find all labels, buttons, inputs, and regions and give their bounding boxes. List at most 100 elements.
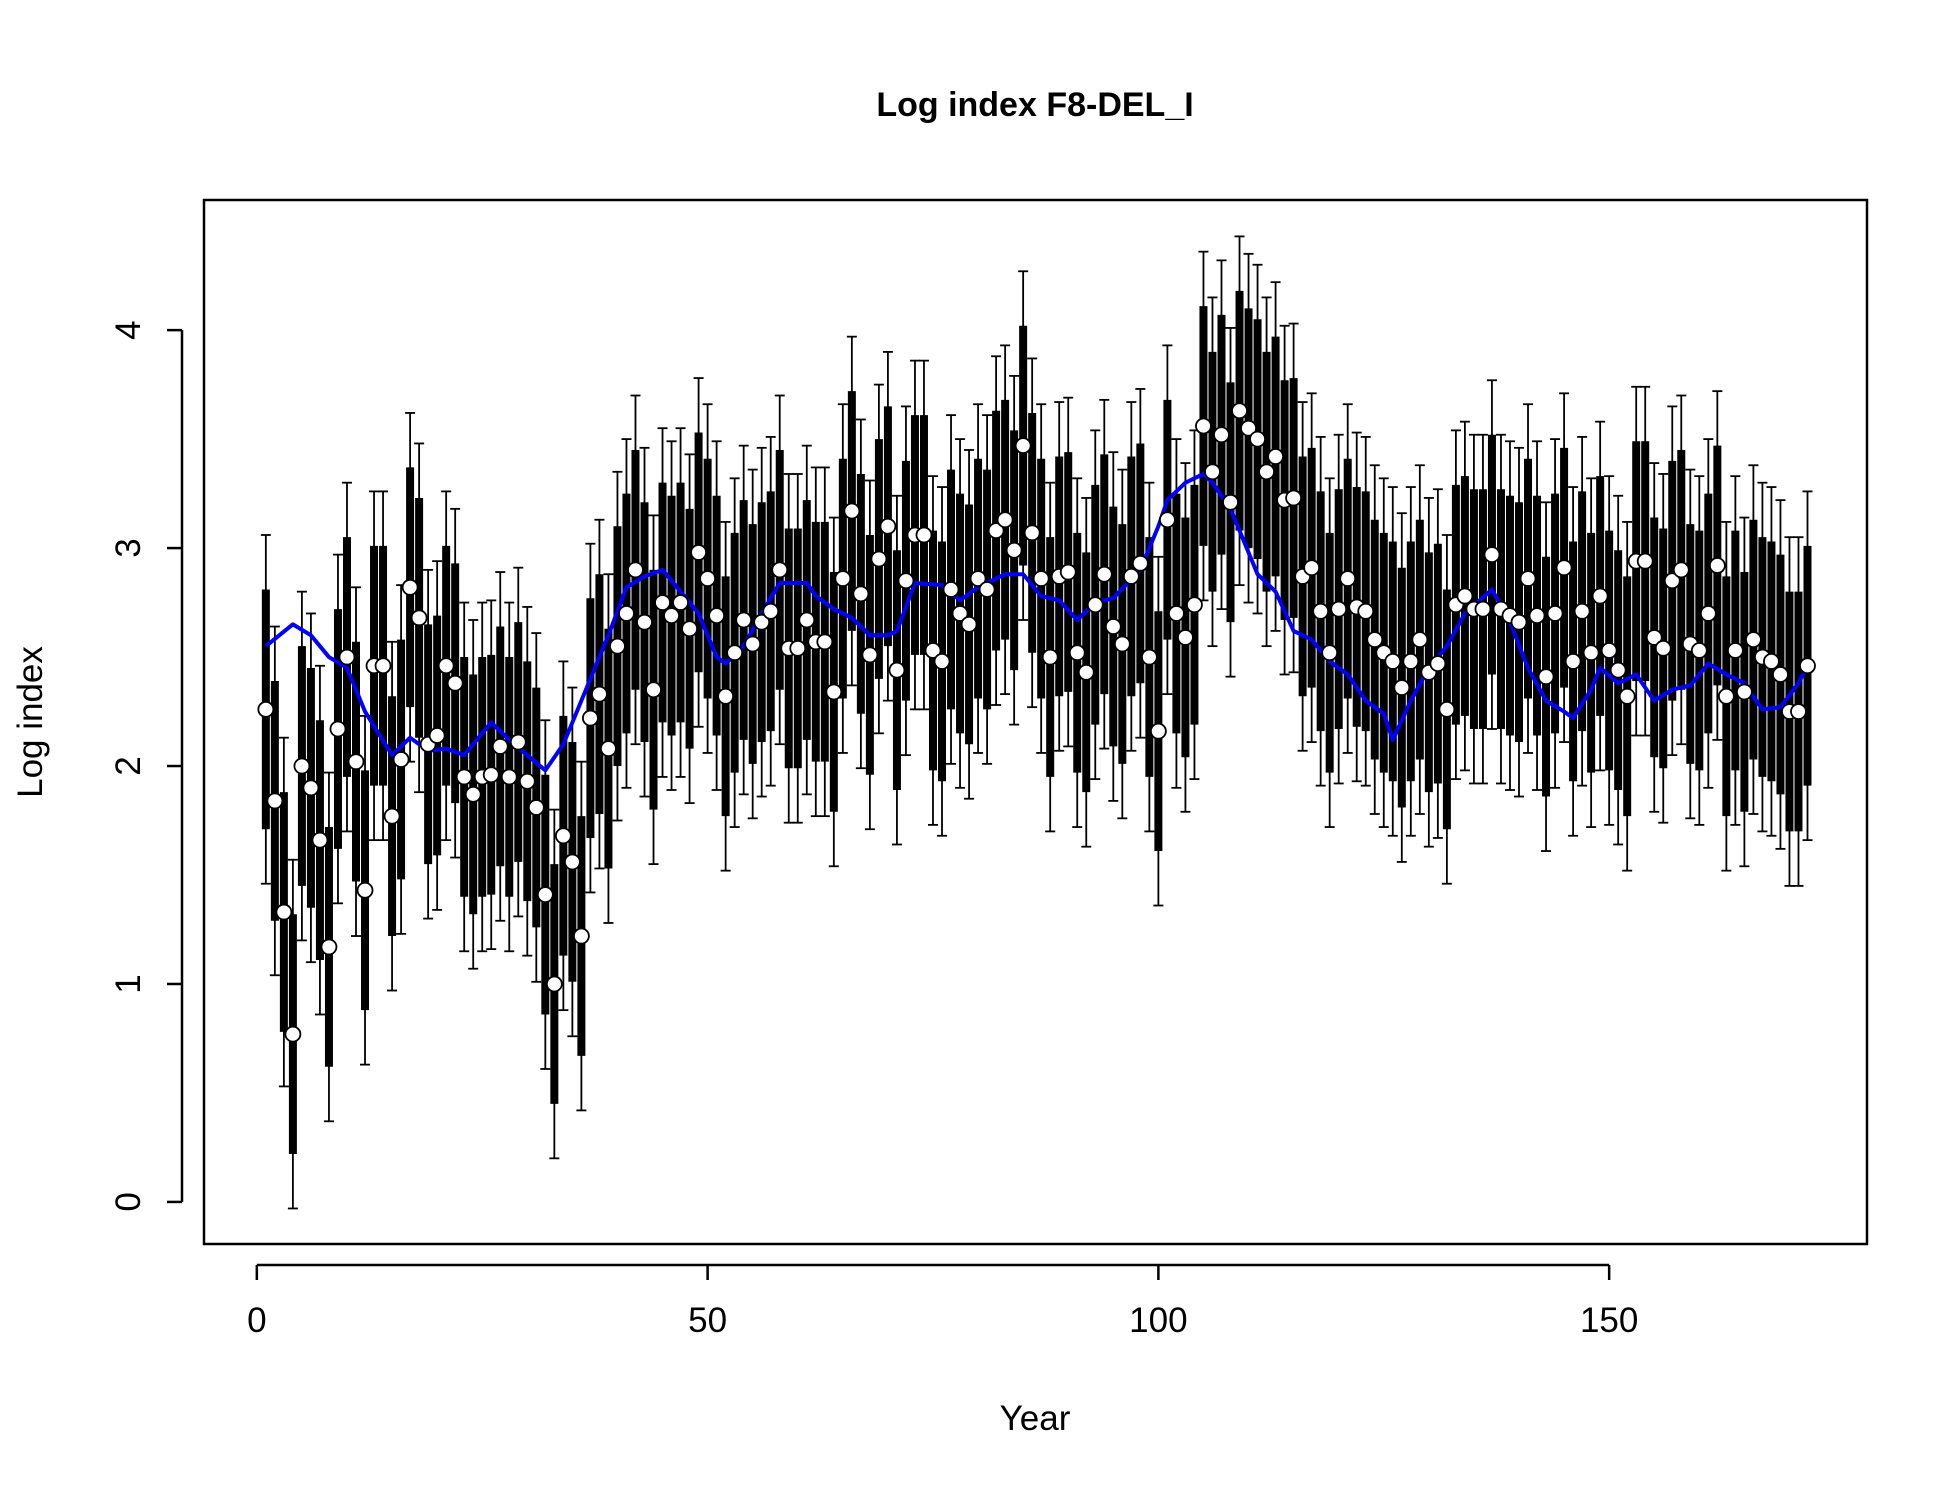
point bbox=[1249, 430, 1266, 448]
point bbox=[1519, 570, 1537, 587]
point bbox=[1222, 493, 1239, 511]
point bbox=[1384, 653, 1402, 670]
point bbox=[762, 602, 780, 620]
point bbox=[654, 594, 671, 611]
point bbox=[1717, 687, 1735, 705]
point bbox=[1618, 687, 1636, 705]
point bbox=[1312, 602, 1330, 620]
x-axis-label: Year bbox=[1000, 1399, 1071, 1438]
point bbox=[978, 581, 996, 598]
point bbox=[1149, 722, 1167, 740]
point bbox=[563, 853, 581, 871]
point bbox=[1726, 642, 1744, 659]
y-tick-label: 1 bbox=[109, 974, 148, 993]
point bbox=[1131, 554, 1149, 572]
points bbox=[257, 402, 1816, 1043]
point bbox=[1708, 557, 1726, 574]
point bbox=[1663, 572, 1681, 590]
point bbox=[536, 886, 554, 904]
point bbox=[1122, 568, 1140, 585]
point bbox=[789, 639, 807, 657]
point bbox=[825, 683, 843, 701]
point bbox=[600, 740, 617, 757]
point bbox=[572, 927, 590, 945]
point bbox=[735, 611, 753, 629]
point bbox=[744, 635, 762, 653]
point bbox=[284, 1025, 302, 1043]
point bbox=[1321, 644, 1339, 662]
point bbox=[663, 607, 680, 625]
y-tick-label: 0 bbox=[109, 1192, 148, 1211]
point bbox=[545, 975, 563, 993]
point bbox=[1582, 644, 1600, 662]
point bbox=[1330, 600, 1348, 618]
point bbox=[392, 751, 410, 768]
point bbox=[1690, 642, 1708, 659]
point bbox=[437, 657, 455, 675]
point bbox=[1609, 661, 1627, 679]
point bbox=[771, 561, 789, 579]
point bbox=[509, 733, 527, 751]
point bbox=[1654, 639, 1672, 657]
point bbox=[690, 544, 707, 561]
point bbox=[933, 653, 951, 670]
point bbox=[1474, 600, 1492, 618]
point bbox=[753, 613, 771, 631]
point bbox=[1555, 559, 1573, 577]
x-tick-label: 150 bbox=[1580, 1301, 1638, 1340]
point bbox=[1745, 631, 1762, 649]
point bbox=[1204, 463, 1221, 481]
point bbox=[311, 831, 329, 849]
point bbox=[1032, 570, 1050, 587]
point bbox=[1366, 631, 1384, 649]
point bbox=[717, 687, 735, 705]
point bbox=[527, 799, 545, 816]
point bbox=[1140, 648, 1158, 666]
point bbox=[1285, 489, 1303, 507]
point bbox=[1393, 679, 1411, 696]
point bbox=[645, 681, 662, 699]
point bbox=[708, 607, 726, 625]
point bbox=[996, 511, 1014, 529]
point bbox=[1014, 437, 1032, 455]
y-tick-label: 4 bbox=[109, 320, 148, 339]
point bbox=[1231, 402, 1248, 420]
point bbox=[1104, 618, 1122, 635]
point bbox=[1068, 644, 1086, 662]
point bbox=[969, 570, 987, 587]
point bbox=[1772, 666, 1789, 683]
point bbox=[410, 609, 428, 627]
point bbox=[329, 720, 347, 738]
point bbox=[1195, 417, 1212, 435]
point bbox=[1564, 653, 1582, 670]
point bbox=[897, 572, 915, 590]
point bbox=[257, 700, 275, 718]
point bbox=[266, 792, 284, 810]
point bbox=[1735, 683, 1753, 701]
point bbox=[1158, 511, 1176, 529]
point bbox=[293, 757, 311, 775]
point bbox=[924, 642, 942, 659]
point bbox=[1213, 426, 1230, 444]
point bbox=[1645, 629, 1663, 646]
point bbox=[726, 644, 744, 662]
point bbox=[347, 753, 365, 771]
point bbox=[302, 779, 320, 797]
point bbox=[1528, 607, 1546, 625]
point bbox=[1456, 587, 1474, 605]
point bbox=[987, 522, 1005, 540]
point bbox=[1600, 642, 1618, 659]
point bbox=[1339, 570, 1357, 587]
point bbox=[1537, 668, 1555, 686]
point bbox=[356, 881, 374, 899]
point bbox=[816, 633, 834, 651]
point bbox=[1699, 605, 1717, 622]
point bbox=[951, 605, 969, 622]
point bbox=[1186, 596, 1203, 614]
point bbox=[1763, 653, 1780, 670]
point bbox=[1113, 635, 1131, 653]
point bbox=[1086, 596, 1104, 614]
point bbox=[1438, 700, 1456, 718]
point bbox=[1483, 546, 1501, 564]
